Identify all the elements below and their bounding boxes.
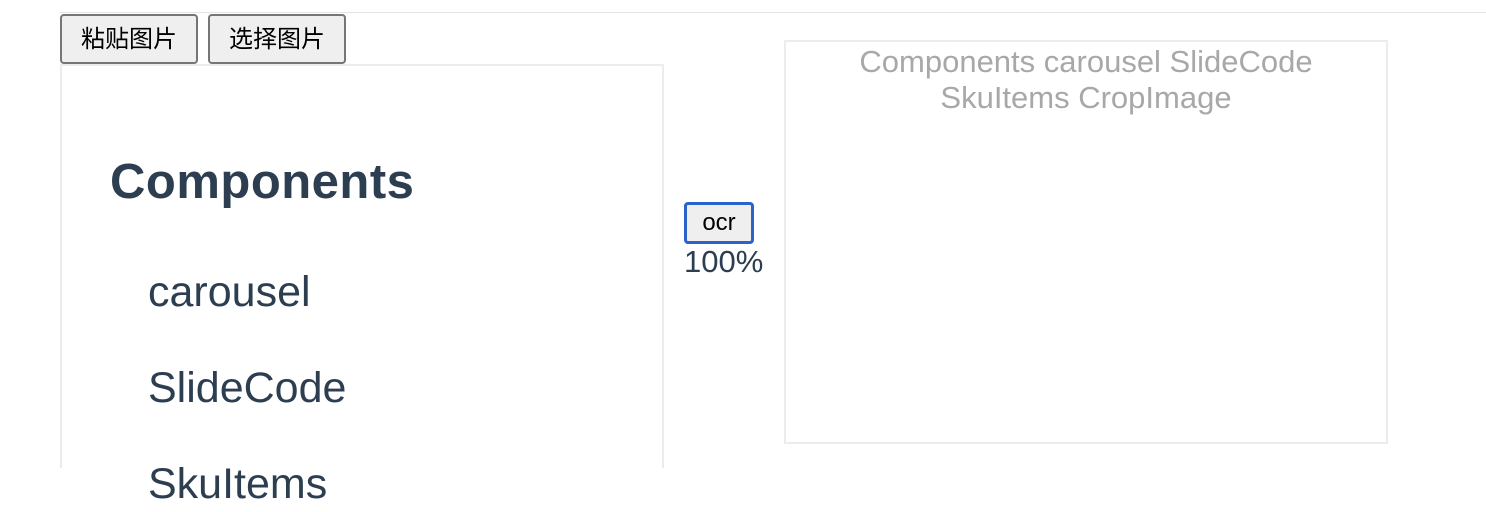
- preview-image: Components carousel SlideCode SkuItems: [62, 66, 662, 512]
- preview-item: SkuItems: [148, 460, 327, 509]
- divider: [60, 12, 1486, 13]
- image-preview: Components carousel SlideCode SkuItems: [60, 64, 664, 468]
- ocr-result-textarea[interactable]: Components carousel SlideCode SkuItems C…: [784, 40, 1388, 444]
- preview-item: SlideCode: [148, 364, 346, 413]
- ocr-button[interactable]: ocr: [684, 202, 754, 244]
- paste-image-button[interactable]: 粘贴图片: [60, 14, 198, 64]
- choose-image-button[interactable]: 选择图片: [208, 14, 346, 64]
- preview-heading: Components: [110, 154, 414, 210]
- ocr-progress: 100%: [684, 244, 763, 280]
- preview-item: carousel: [148, 268, 311, 317]
